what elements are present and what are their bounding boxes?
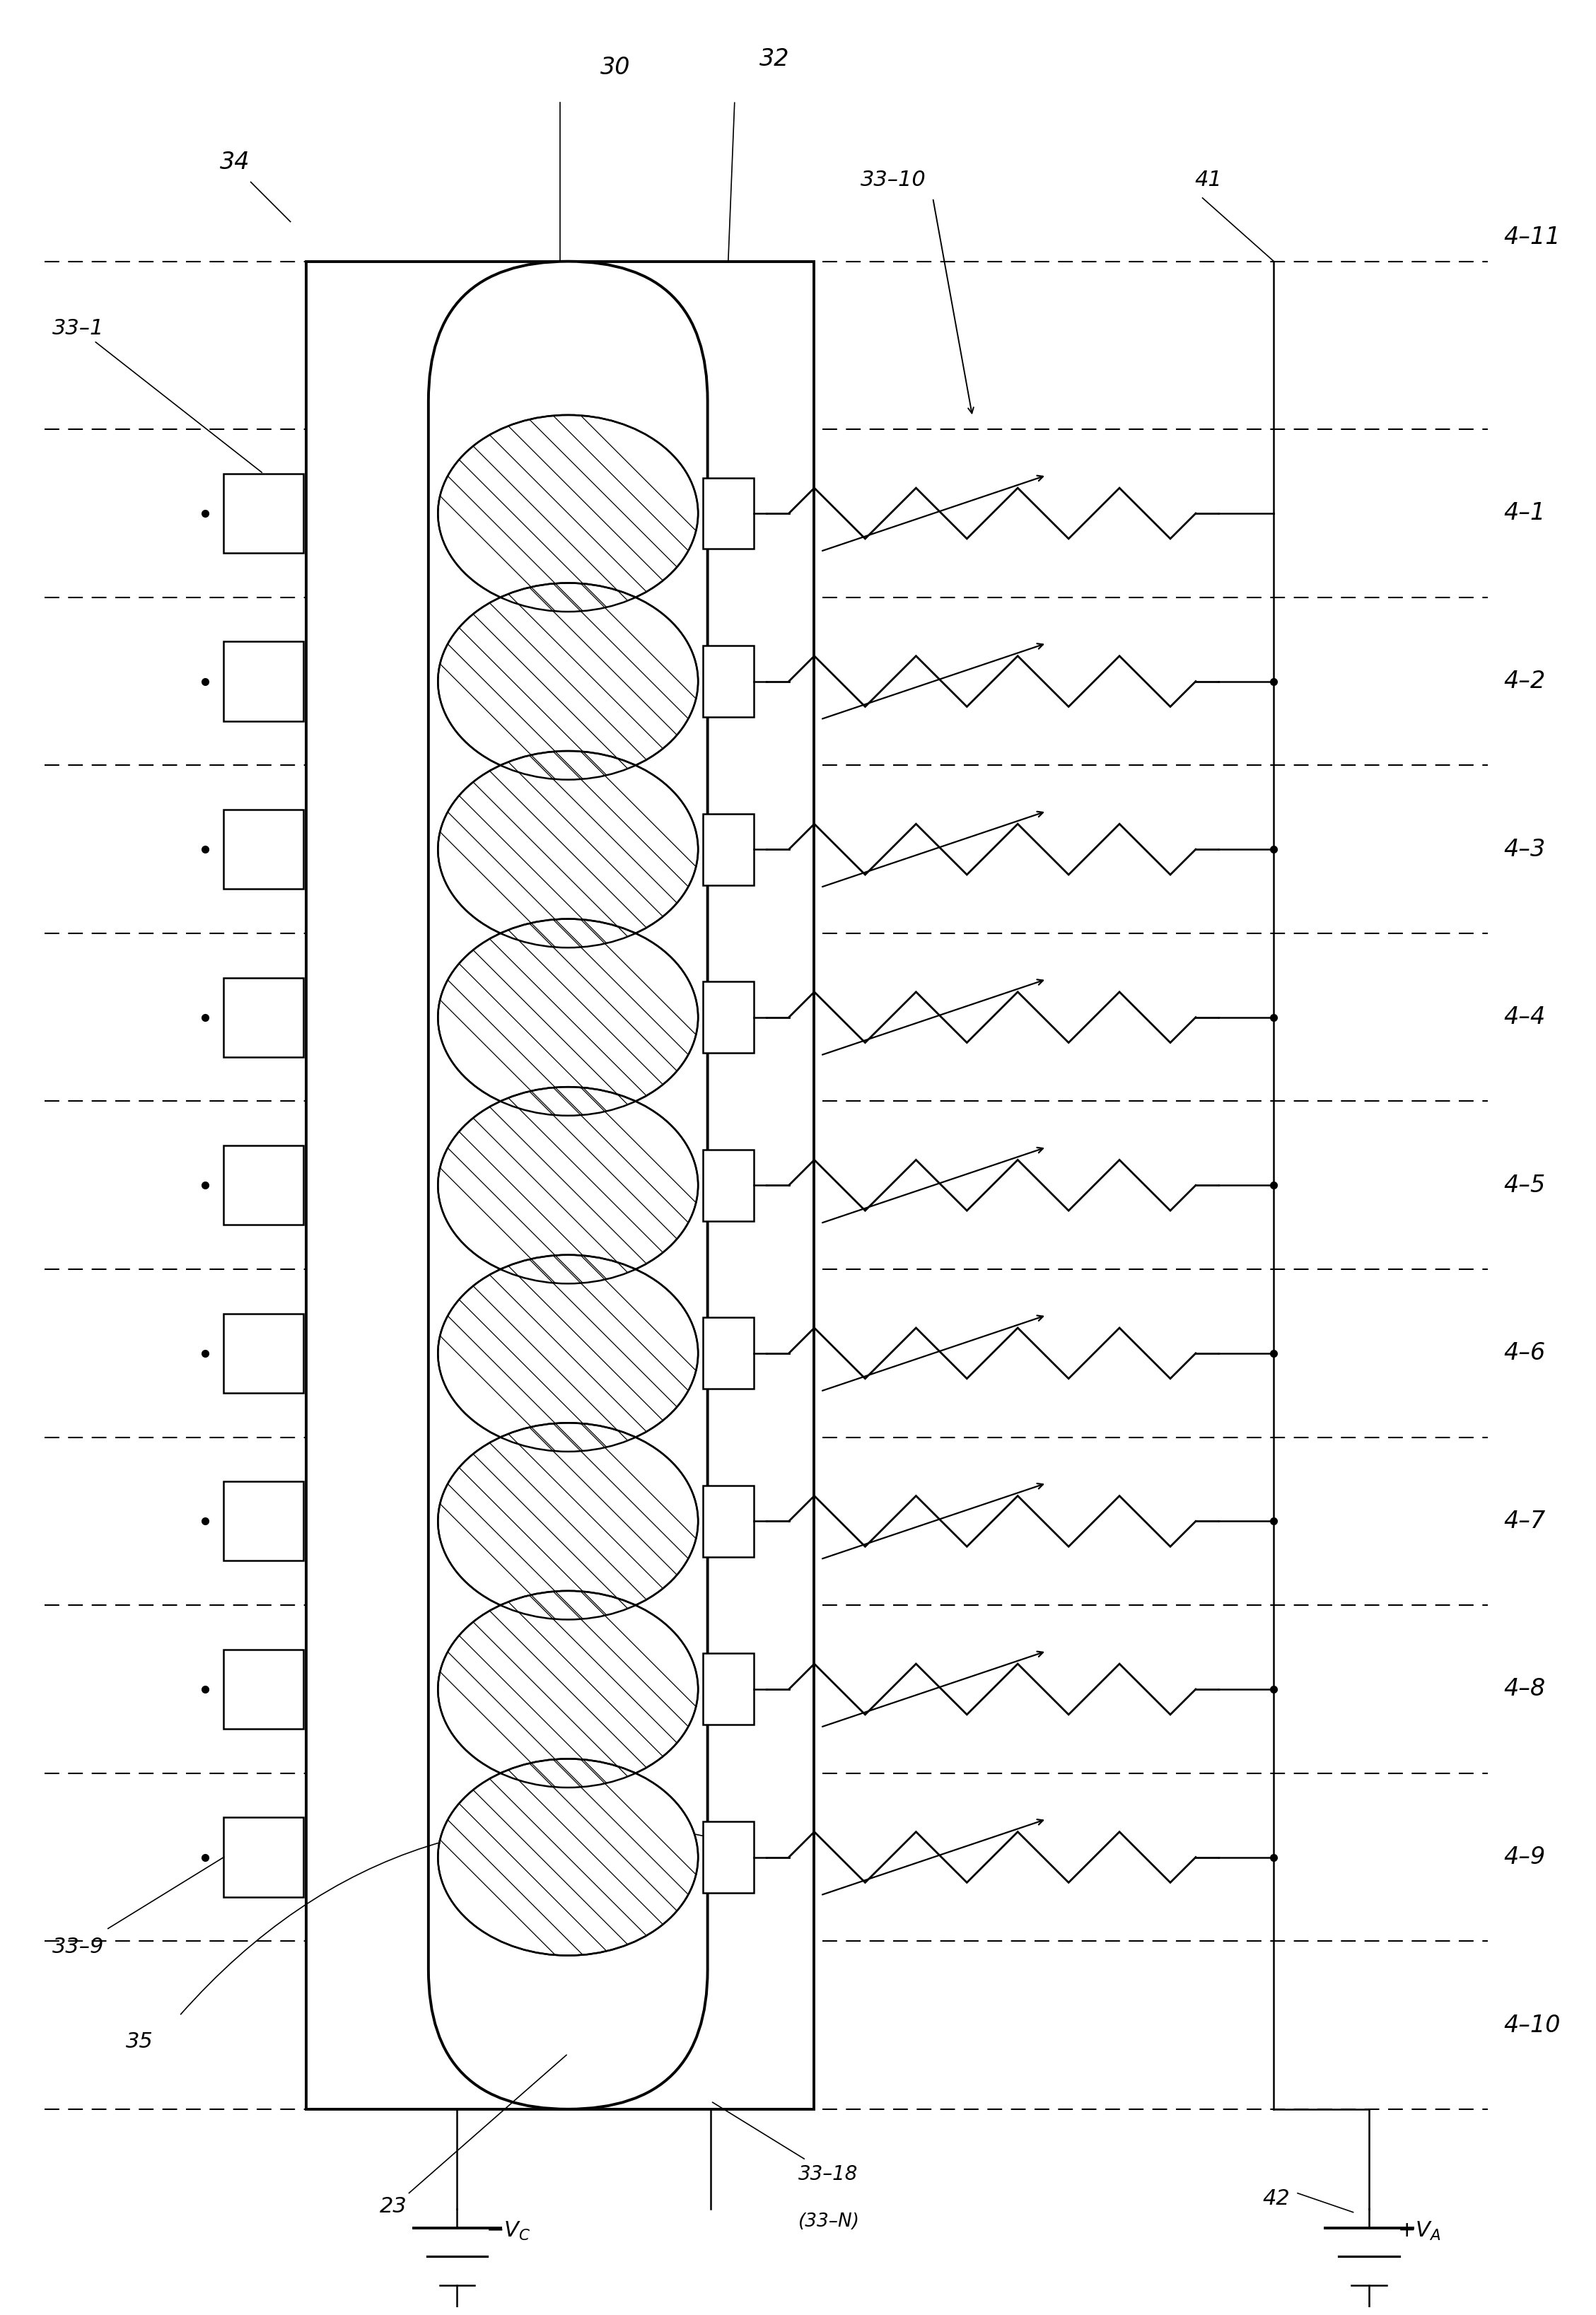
Text: 33–1: 33–1 [53, 319, 262, 472]
Text: 33–18: 33–18 [798, 2165, 857, 2185]
Text: $-V_C$: $-V_C$ [485, 2220, 530, 2243]
Bar [223, 475, 303, 553]
Bar [306, 262, 814, 2109]
Text: 4–11: 4–11 [1503, 227, 1561, 250]
Text: 33–9: 33–9 [53, 1935, 104, 1956]
Bar [702, 1653, 753, 1725]
Text: 4–4: 4–4 [1503, 1005, 1547, 1028]
Bar [223, 810, 303, 889]
Bar [702, 1486, 753, 1558]
Bar [702, 646, 753, 718]
Text: 4–8: 4–8 [1503, 1678, 1547, 1702]
Text: $+V_A$: $+V_A$ [1398, 2220, 1441, 2243]
Text: 23: 23 [380, 2056, 567, 2218]
Bar [223, 977, 303, 1058]
Bar [223, 1817, 303, 1896]
Bar [223, 1313, 303, 1394]
Text: 32: 32 [760, 49, 790, 72]
Bar [702, 1822, 753, 1894]
Text: 30: 30 [600, 56, 630, 79]
Ellipse shape [437, 1590, 697, 1787]
Text: 34: 34 [220, 150, 251, 174]
Text: 4–2: 4–2 [1503, 669, 1547, 692]
Text: 4–3: 4–3 [1503, 838, 1547, 861]
Ellipse shape [437, 750, 697, 947]
Text: 33–10: 33–10 [860, 169, 926, 190]
Bar [223, 1146, 303, 1225]
Ellipse shape [437, 1424, 697, 1620]
Ellipse shape [437, 1759, 697, 1956]
Ellipse shape [437, 1088, 697, 1283]
Ellipse shape [437, 583, 697, 780]
Text: (33–N): (33–N) [798, 2213, 860, 2232]
Bar [702, 1317, 753, 1389]
Ellipse shape [437, 919, 697, 1116]
Bar [223, 1482, 303, 1560]
Text: 35: 35 [126, 2033, 153, 2051]
Bar [702, 1151, 753, 1220]
Text: 41: 41 [1194, 169, 1223, 190]
Bar [702, 477, 753, 549]
Text: 4–6: 4–6 [1503, 1343, 1547, 1366]
Text: 4–7: 4–7 [1503, 1509, 1547, 1533]
Text: 4–10: 4–10 [1503, 2014, 1561, 2037]
Text: 4–1: 4–1 [1503, 502, 1547, 526]
Bar [223, 1651, 303, 1729]
Bar [702, 813, 753, 884]
Ellipse shape [437, 1255, 697, 1452]
Bar [702, 982, 753, 1053]
Text: 4–5: 4–5 [1503, 1174, 1547, 1197]
Bar [223, 641, 303, 720]
FancyBboxPatch shape [428, 262, 707, 2109]
Text: 42: 42 [1262, 2188, 1290, 2209]
Ellipse shape [437, 414, 697, 611]
Text: 4–9: 4–9 [1503, 1845, 1547, 1868]
